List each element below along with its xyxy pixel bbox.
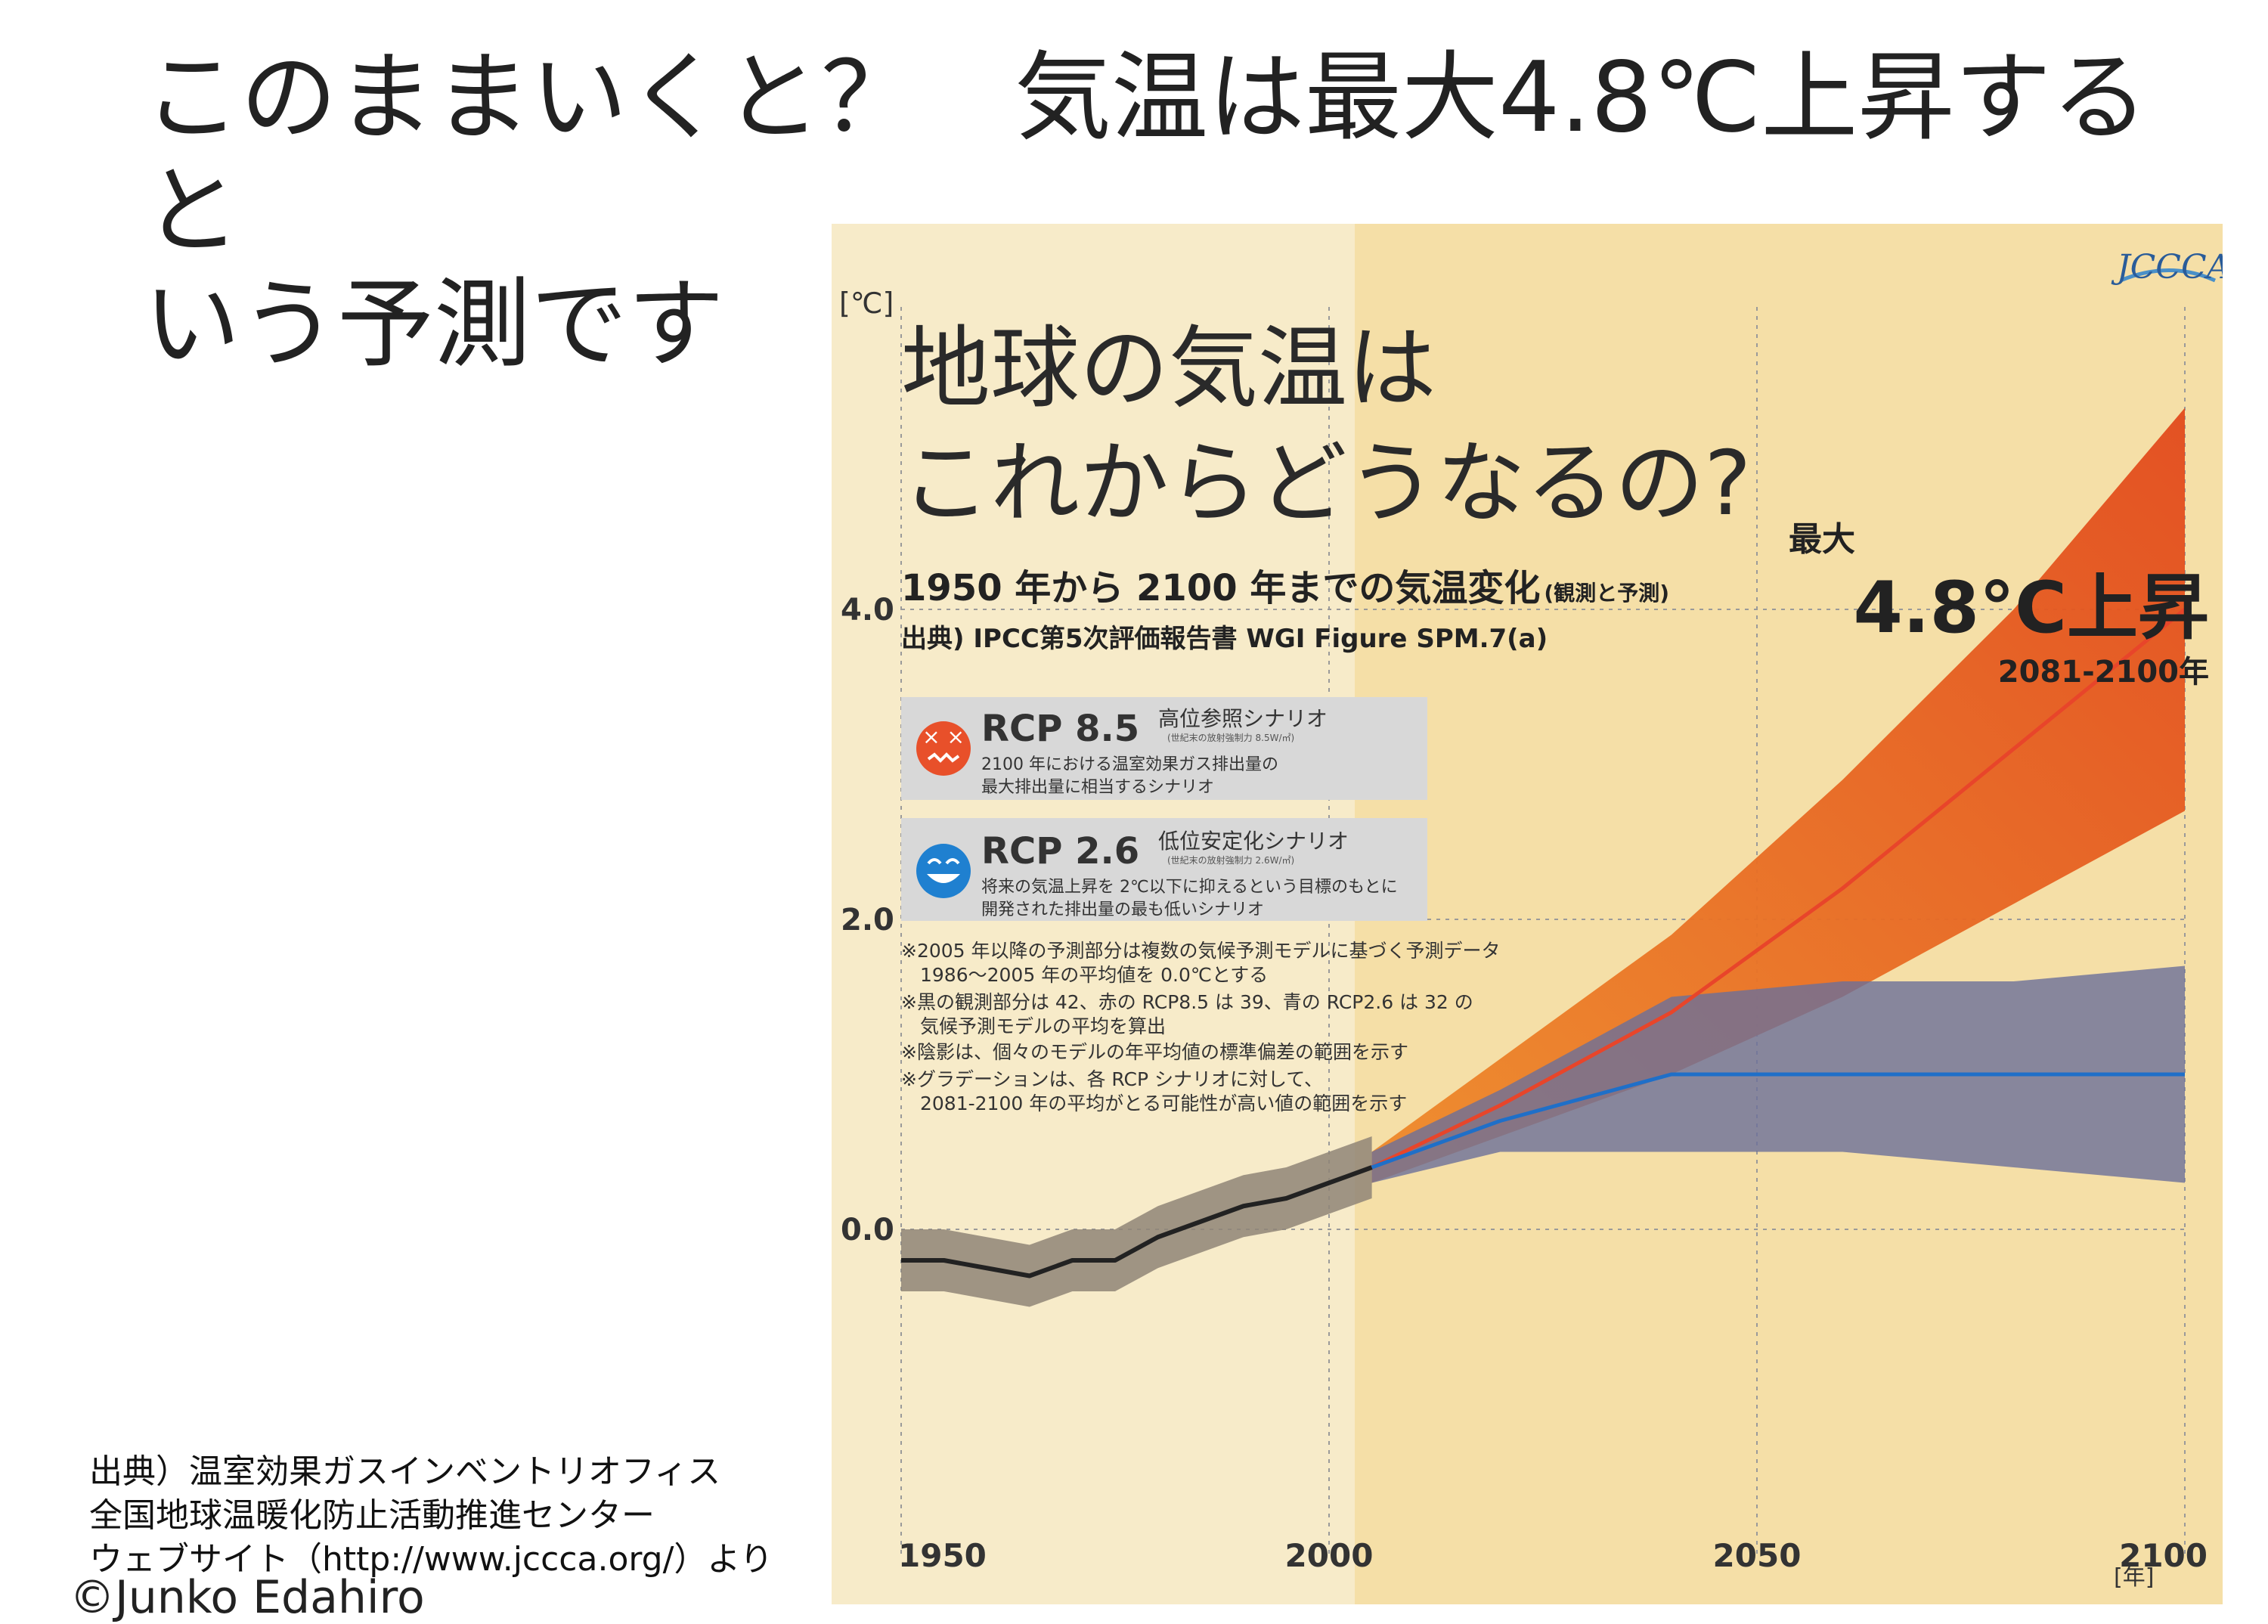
y-tick-label-0: 4.0 xyxy=(841,593,894,628)
band-rcp85 xyxy=(1371,408,2185,1183)
source-credits: 出典）温室効果ガスインベントリオフィス 全国地球温暖化防止活動推進センター ウェ… xyxy=(89,1450,773,1582)
chart-subtitle-small: (観測と予測) xyxy=(1544,581,1669,606)
y-tick-label-2: 0.0 xyxy=(841,1213,894,1247)
legend-rcp26-desc-2: 開発された排出量の最も低いシナリオ xyxy=(981,900,1264,919)
jccca-logo: JCCCA xyxy=(2111,248,2223,287)
source-line-3: ウェブサイト（http://www.jccca.org/）より xyxy=(89,1540,773,1579)
x-tick-label-0: 1950 xyxy=(898,1537,987,1574)
legend-rcp85-note: (世紀末の放射強制力 8.5W/㎡) xyxy=(1167,732,1294,743)
chart-subtitle: 1950 年から 2100 年までの気温変化 (観測と予測) xyxy=(901,567,1669,609)
legend-rcp85-name: 高位参照シナリオ xyxy=(1158,706,1328,731)
y-axis-unit-label: [℃] xyxy=(839,287,894,320)
copyright: ©Junko Edahiro xyxy=(70,1571,425,1624)
chart-note-1: ※2005 年以降の予測部分は複数の気候予測モデルに基づく予測データ xyxy=(901,940,1501,962)
line-observed xyxy=(901,1165,1373,1278)
jccca-logo-text: JCCCA xyxy=(2111,248,2223,287)
chart-subtitle-main: 1950 年から 2100 年までの気温変化 xyxy=(901,567,1540,609)
legend-rcp26-desc-1: 将来の気温上昇を 2℃以下に抑えるという目標のもとに xyxy=(981,878,1398,897)
legend-rcp85-scenario: RCP 8.5 xyxy=(981,708,1139,750)
legend-rcp26-name: 低位安定化シナリオ xyxy=(1158,829,1349,854)
max-callout-period: 2081-2100年 xyxy=(1998,655,2209,690)
source-line-2: 全国地球温暖化防止活動推進センター xyxy=(89,1496,655,1535)
x-axis-unit-label: [年] xyxy=(2114,1564,2154,1591)
source-line-1: 出典）温室効果ガスインベントリオフィス xyxy=(89,1452,721,1491)
chart-source: 出典) IPCC第5次評価報告書 WGI Figure SPM.7(a) xyxy=(901,624,1548,654)
legend-rcp85: × × RCP 8.5 高位参照シナリオ (世紀末の放射強制力 8.5W/㎡) … xyxy=(901,697,1427,800)
line-rcp26 xyxy=(1371,1072,2185,1170)
y-tick-label-1: 2.0 xyxy=(841,903,894,938)
slide-title-line-1: このままいくと？ 気温は最大4.8℃上昇すると xyxy=(144,42,2149,268)
chart-note-4: 気候予測モデルの平均を算出 xyxy=(901,1015,1166,1037)
series-lines xyxy=(901,608,2186,1278)
max-callout: 最大 4.8°C上昇 2081-2100年 xyxy=(1789,520,2209,690)
max-callout-value: 4.8°C上昇 xyxy=(1853,567,2209,649)
svg-text:× ×: × × xyxy=(922,724,965,749)
legend-rcp26-scenario: RCP 2.6 xyxy=(981,830,1139,872)
slide-title: このままいくと？ 気温は最大4.8℃上昇すると いう予測です xyxy=(144,42,2185,382)
chart-note-3: ※黒の観測部分は 42、赤の RCP8.5 は 39、青の RCP2.6 は 3… xyxy=(901,991,1473,1013)
x-tick-label-2: 2050 xyxy=(1713,1537,1802,1574)
legend-rcp85-desc-2: 最大排出量に相当するシナリオ xyxy=(981,778,1214,797)
band-observed xyxy=(901,1136,1372,1307)
legend-rcp26: RCP 2.6 低位安定化シナリオ (世紀末の放射強制力 2.6W/㎡) 将来の… xyxy=(901,818,1427,921)
max-callout-label: 最大 xyxy=(1789,520,1855,559)
legend-rcp26-box xyxy=(901,818,1427,921)
legend-rcp85-box xyxy=(901,697,1427,800)
chart-note-7: 2081-2100 年の平均がとる可能性が高い値の範囲を示す xyxy=(901,1092,1407,1114)
legend-rcp85-desc-1: 2100 年における温室効果ガス排出量の xyxy=(981,755,1278,774)
legend-rcp26-note: (世紀末の放射強制力 2.6W/㎡) xyxy=(1167,854,1294,866)
chart-title-line-2: これからどうなるの? xyxy=(901,431,1752,535)
axis-ticks: 4.0 2.0 0.0 1950 2000 2050 2100 xyxy=(841,593,2208,1574)
chart-notes: ※2005 年以降の予測部分は複数の気候予測モデルに基づく予測データ 1986～… xyxy=(901,940,1501,1114)
line-rcp85 xyxy=(1371,608,2186,1170)
chart-title: 地球の気温は xyxy=(901,316,1436,420)
smile-face-icon xyxy=(916,844,971,898)
chart-note-5: ※陰影は、個々のモデルの年平均値の標準偏差の範囲を示す xyxy=(901,1041,1408,1063)
slide-title-line-2: いう予測です xyxy=(144,268,725,381)
chart-note-2: 1986～2005 年の平均値を 0.0℃とする xyxy=(901,964,1268,986)
x-tick-label-1: 2000 xyxy=(1285,1537,1374,1574)
x-tick-label-3: 2100 xyxy=(2119,1537,2208,1574)
sad-face-icon: × × xyxy=(916,721,971,776)
chart-note-6: ※グラデーションは、各 RCP シナリオに対して、 xyxy=(901,1068,1323,1090)
